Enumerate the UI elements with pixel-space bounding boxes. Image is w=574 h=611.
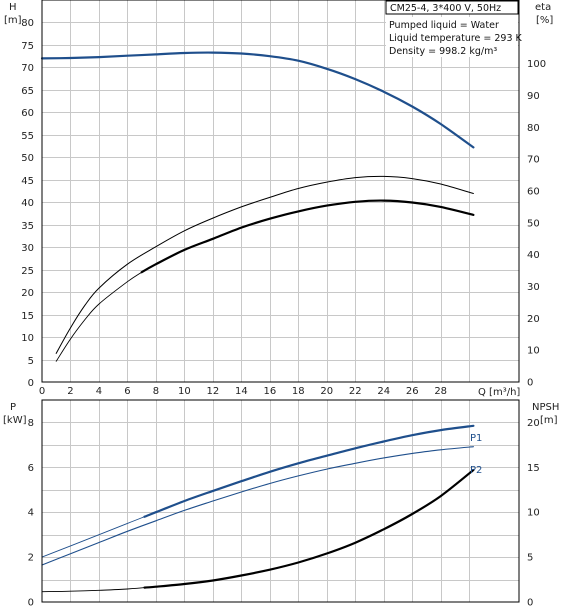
top-left-tick-label: 25 — [21, 266, 34, 277]
x-tick-label: 8 — [153, 386, 159, 397]
top-left-axis-unit: [m] — [4, 15, 22, 26]
x-axis-label: Q [m³/h] — [478, 387, 520, 398]
top-left-tick-label: 0 — [28, 378, 34, 389]
x-tick-label: 28 — [434, 386, 447, 397]
top-right-tick-label: 0 — [527, 378, 533, 389]
curve-label-p2: P2 — [470, 465, 482, 476]
top-right-tick-label: 60 — [527, 187, 540, 198]
top-left-tick-label: 45 — [21, 176, 34, 187]
top-left-tick-label: 15 — [21, 311, 34, 322]
top-right-tick-label: 20 — [527, 314, 540, 325]
efficiency-hydraulic-curve-thin — [55, 271, 143, 362]
bottom-left-tick-label: 4 — [28, 508, 34, 519]
grid-lines — [42, 0, 519, 602]
bottom-right-axis-unit: [m] — [540, 415, 558, 426]
x-tick-label: 22 — [349, 386, 362, 397]
bottom-left-axis-label: P — [10, 402, 16, 413]
x-tick-label: 6 — [124, 386, 130, 397]
efficiency-total-curve — [55, 175, 474, 354]
top-right-tick-label: 80 — [527, 123, 540, 134]
top-left-tick-label: 80 — [21, 18, 34, 29]
info-line-liquid: Pumped liquid = Water — [389, 20, 499, 31]
top-left-tick-label: 10 — [21, 333, 34, 344]
x-tick-label: 2 — [67, 386, 73, 397]
curves — [40, 51, 475, 593]
bottom-plot-frame — [41, 399, 520, 603]
bottom-right-tick-label: 15 — [527, 463, 540, 474]
top-right-axis-unit: [%] — [536, 15, 553, 26]
top-left-tick-label: 55 — [21, 131, 34, 142]
bottom-left-tick-label: 0 — [28, 598, 34, 609]
top-right-tick-label: 40 — [527, 250, 540, 261]
bottom-left-axis-unit: [kW] — [3, 415, 27, 426]
top-left-tick-label: 30 — [21, 243, 34, 254]
bottom-right-tick-label: 10 — [527, 508, 540, 519]
efficiency-hydraulic-curve — [140, 199, 475, 274]
top-left-tick-label: 20 — [21, 288, 34, 299]
x-tick-label: 14 — [235, 386, 248, 397]
top-right-tick-label: 30 — [527, 282, 540, 293]
bottom-left-tick-label: 2 — [28, 553, 34, 564]
bottom-right-tick-label: 5 — [527, 553, 533, 564]
info-line-density: Density = 998.2 kg/m³ — [389, 46, 497, 57]
x-tick-label: 12 — [206, 386, 219, 397]
top-left-tick-label: 60 — [21, 108, 34, 119]
x-tick-label: 16 — [263, 386, 276, 397]
title-box — [385, 0, 519, 15]
top-right-tick-label: 50 — [527, 218, 540, 229]
x-tick-label: 0 — [39, 386, 45, 397]
top-left-tick-label: 75 — [21, 41, 34, 52]
bottom-right-tick-label: 0 — [527, 598, 533, 609]
chart-title: CM25-4, 3*400 V, 50Hz — [390, 3, 501, 14]
tick-labels: 0510152025303540455055606570758001020304… — [21, 18, 546, 609]
top-right-axis-label: eta — [535, 2, 551, 13]
bottom-right-tick-label: 20 — [527, 418, 540, 429]
x-tick-label: 24 — [377, 386, 390, 397]
power-p1-curve — [143, 424, 475, 518]
top-right-tick-label: 90 — [527, 91, 540, 102]
power-p2-curve — [41, 446, 474, 566]
top-right-tick-label: 10 — [527, 346, 540, 357]
info-line-temperature: Liquid temperature = 293 K — [389, 33, 523, 44]
curve-label-p1: P1 — [470, 433, 482, 444]
top-right-tick-label: 70 — [527, 155, 540, 166]
top-right-tick-label: 100 — [527, 59, 546, 70]
top-left-tick-label: 70 — [21, 63, 34, 74]
bottom-right-axis-label: NPSH — [532, 402, 559, 413]
x-tick-label: 20 — [320, 386, 333, 397]
top-left-axis-label: H — [9, 2, 17, 13]
bottom-left-tick-label: 6 — [28, 463, 34, 474]
x-tick-label: 10 — [178, 386, 191, 397]
bottom-left-tick-label: 8 — [28, 418, 34, 429]
top-plot-frame — [41, 0, 520, 383]
info-box-bg — [386, 17, 518, 57]
head-curve — [40, 51, 475, 149]
npsh-curve-thin — [41, 587, 145, 593]
top-left-tick-label: 35 — [21, 221, 34, 232]
top-left-tick-label: 5 — [28, 356, 34, 367]
x-tick-label: 18 — [292, 386, 305, 397]
top-left-tick-label: 65 — [21, 86, 34, 97]
top-left-tick-label: 50 — [21, 153, 34, 164]
x-tick-label: 4 — [96, 386, 102, 397]
x-tick-label: 26 — [406, 386, 419, 397]
power-p1-curve-thin — [41, 516, 145, 558]
top-left-tick-label: 40 — [21, 198, 34, 209]
npsh-curve — [143, 468, 475, 589]
